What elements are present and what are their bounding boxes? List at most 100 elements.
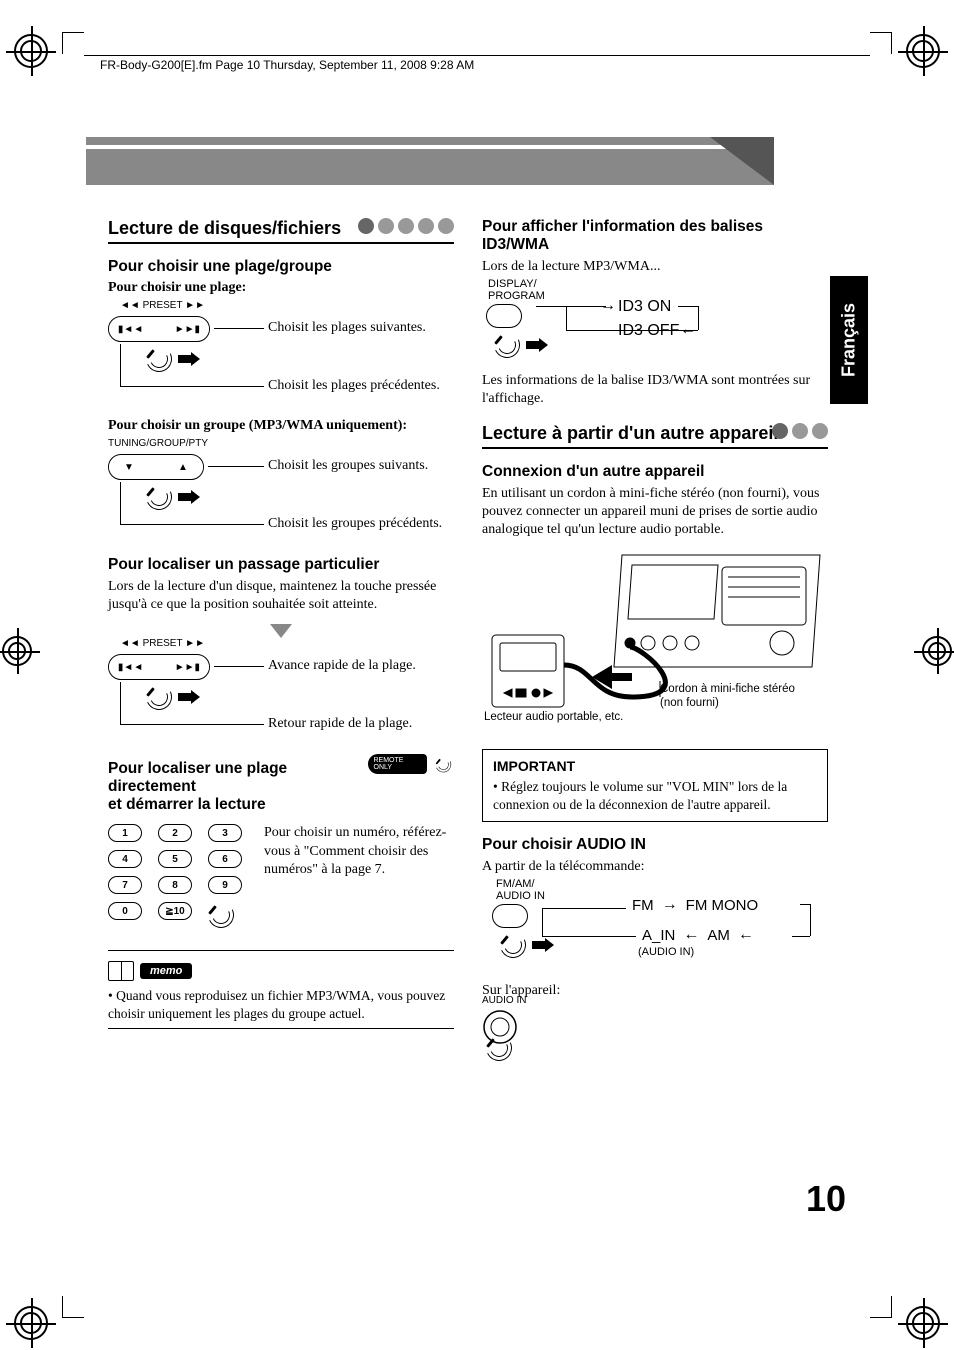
- keypad-0-icon: 0: [108, 902, 142, 920]
- keypad-ge10-icon: ≧10: [158, 902, 192, 920]
- caption-text: (non fourni): [660, 697, 719, 709]
- keypad-9-icon: 9: [208, 876, 242, 894]
- description-text: Choisit les groupes précédents.: [268, 516, 442, 532]
- keypad-3-icon: 3: [208, 824, 242, 842]
- down-arrow-icon: [266, 620, 296, 640]
- section-heading-text: Lecture de disques/fichiers: [108, 218, 341, 238]
- left-column: Lecture de disques/fichiers Pour choisir…: [108, 218, 454, 1071]
- ir-signal-icon: [436, 757, 450, 771]
- section-heading-text: Lecture à partir d'un autre appareil: [482, 423, 778, 443]
- track-select-diagram: ◄◄ PRESET ►► ▮◄◄ ►►▮ Choisit les plages …: [108, 302, 454, 414]
- body-text: Lors de la lecture MP3/WMA...: [482, 258, 828, 276]
- content-area: Lecture de disques/fichiers Pour choisir…: [108, 218, 830, 1071]
- arrow-right-icon: →: [662, 896, 678, 914]
- body-text: Sur l'appareil:: [482, 982, 828, 1000]
- ir-signal-icon: [146, 484, 170, 508]
- registration-mark-icon: [14, 34, 48, 68]
- state-label: ID3 ON: [618, 298, 671, 316]
- dot-icon: [792, 423, 808, 439]
- button-label: AUDIO IN: [482, 995, 526, 1006]
- language-tab-label: Français: [839, 303, 860, 377]
- id3-toggle-diagram: DISPLAY/ PROGRAM → ID3 ON ID3 OFF ←: [482, 282, 828, 372]
- arrow-right-icon: [532, 938, 554, 952]
- important-heading: IMPORTANT: [493, 758, 817, 774]
- subsection-heading: Pour afficher l'information des balises …: [482, 218, 828, 254]
- connection-diagram: Lecteur audio portable, etc. Cordon à mi…: [482, 547, 826, 731]
- button-label: AUDIO IN: [496, 890, 545, 902]
- state-label: A_IN: [642, 927, 675, 944]
- audio-in-remote-diagram: FM/AM/ AUDIO IN FM → FM MONO A_IN: [482, 882, 828, 982]
- body-text: Les informations de la balise ID3/WMA so…: [482, 372, 828, 408]
- arrow-left-icon: ←: [683, 926, 699, 944]
- state-sublabel: (AUDIO IN): [638, 946, 694, 958]
- memo-item: • Quand vous reproduisez un fichier MP3/…: [108, 987, 454, 1022]
- registration-mark-icon: [906, 34, 940, 68]
- description-text: Choisit les plages suivantes.: [268, 320, 426, 336]
- description-text: Choisit les groupes suivants.: [268, 458, 428, 474]
- decorative-bar: [86, 137, 774, 145]
- dot-icon: [438, 218, 454, 234]
- keypad-diagram: 1 2 3 4 5 6 7 8 9 0 ≧10: [108, 824, 248, 926]
- button-label: ◄◄ PRESET ►►: [120, 638, 205, 649]
- arrow-left-icon: ←: [738, 926, 754, 944]
- down-button-icon: ▼: [109, 456, 149, 478]
- page: FR-Body-G200[E].fm Page 10 Thursday, Sep…: [0, 0, 954, 1350]
- ir-signal-icon: [500, 932, 524, 956]
- state-label: ID3 OFF: [618, 322, 679, 340]
- group-select-diagram: TUNING/GROUP/PTY ▼ ▲ Choisit les groupes…: [108, 440, 454, 548]
- subsection-heading: Connexion d'un autre appareil: [482, 463, 828, 481]
- arrow-right-icon: [526, 338, 548, 352]
- prev-track-button-icon: ▮◄◄: [109, 318, 152, 340]
- important-body: • Réglez toujours le volume sur "VOL MIN…: [493, 778, 817, 813]
- state-label: AM: [707, 927, 730, 944]
- book-icon: [108, 961, 134, 981]
- lead-text: Pour choisir une plage:: [108, 280, 454, 296]
- button-label: PROGRAM: [488, 290, 545, 302]
- keypad-5-icon: 5: [158, 850, 192, 868]
- crop-mark-icon: [62, 32, 84, 54]
- button-label: FM/AM/: [496, 878, 535, 890]
- memo-header: memo: [108, 961, 454, 981]
- subsection-heading: Pour choisir une plage/groupe: [108, 258, 454, 276]
- keypad-1-icon: 1: [108, 824, 142, 842]
- button-label: DISPLAY/: [488, 278, 537, 290]
- body-text: Pour choisir un numéro, référez-vous à "…: [264, 824, 454, 920]
- page-number: 10: [806, 1178, 846, 1220]
- next-track-button-icon: ►►▮: [166, 318, 209, 340]
- body-text: En utilisant un cordon à mini-fiche stér…: [482, 485, 828, 540]
- subsection-heading: Pour localiser une plage directement: [108, 760, 368, 796]
- arrow-right-icon: [178, 490, 200, 504]
- header-filename: FR-Body-G200[E].fm Page 10 Thursday, Sep…: [100, 58, 474, 72]
- up-button-icon: ▲: [163, 456, 203, 478]
- registration-mark-icon: [922, 636, 952, 666]
- button-label: ◄◄ PRESET ►►: [120, 300, 205, 311]
- arrow-right-icon: [178, 690, 200, 704]
- keypad-4-icon: 4: [108, 850, 142, 868]
- ir-signal-icon: [146, 684, 170, 708]
- dot-icon: [812, 423, 828, 439]
- crop-mark-icon: [62, 1296, 84, 1318]
- subsection-heading: Pour localiser un passage particulier: [108, 556, 454, 574]
- body-text: A partir de la télécommande:: [482, 858, 828, 876]
- dot-icon: [772, 423, 788, 439]
- decorative-bar: [86, 149, 774, 185]
- crop-mark-icon: [870, 32, 892, 54]
- crop-mark-icon: [870, 1296, 892, 1318]
- dot-icon: [398, 218, 414, 234]
- button-label: TUNING/GROUP/PTY: [108, 438, 208, 449]
- subsection-heading: Pour choisir AUDIO IN: [482, 836, 828, 854]
- subsection-heading: et démarrer la lecture: [108, 796, 368, 814]
- keypad-7-icon: 7: [108, 876, 142, 894]
- description-text: Avance rapide de la plage.: [268, 658, 416, 674]
- rewind-button-icon: ▮◄◄: [109, 656, 152, 678]
- remote-only-badge: REMOTE ONLY: [368, 752, 455, 776]
- remote-only-label: REMOTE ONLY: [368, 754, 428, 774]
- arrow-right-icon: [178, 352, 200, 366]
- keypad-6-icon: 6: [208, 850, 242, 868]
- registration-mark-icon: [2, 636, 32, 666]
- important-box: IMPORTANT • Réglez toujours le volume su…: [482, 749, 828, 822]
- memo-label: memo: [140, 963, 192, 979]
- description-text: Choisit les plages précédentes.: [268, 378, 440, 394]
- dot-icon: [418, 218, 434, 234]
- description-text: Retour rapide de la plage.: [268, 716, 412, 732]
